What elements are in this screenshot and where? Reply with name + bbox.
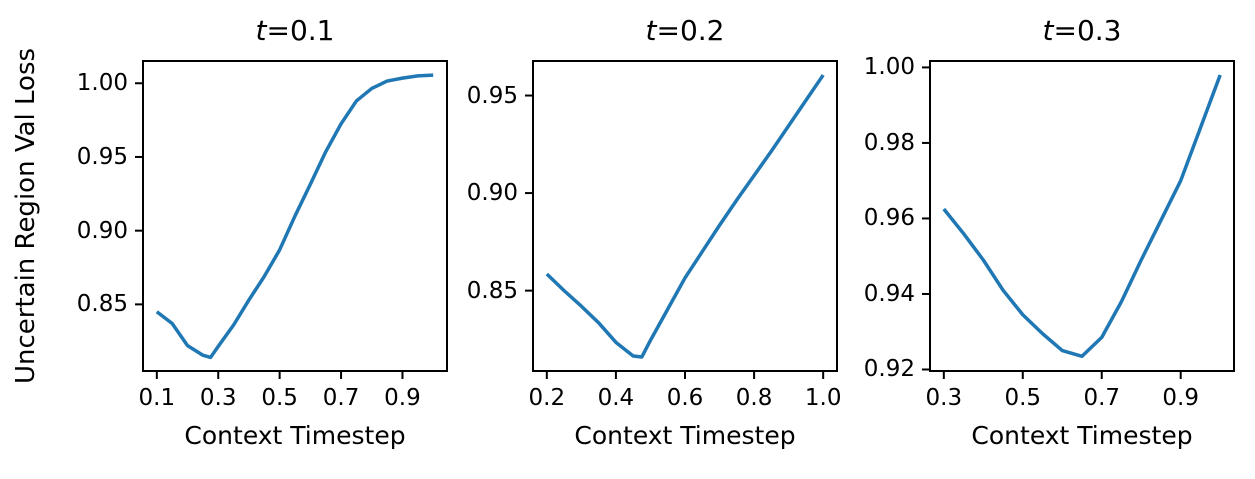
axes-spines [929,60,1235,372]
y-tick-label: 1.00 [863,54,915,81]
x-axis-label: Context Timestep [574,421,796,450]
loss-curve [942,74,1222,359]
subplot-t-0-1: t=0.1 Context Timestep 1.00 0.95 0.90 0.85 0… [77,14,448,450]
x-tick-label: 0.6 [666,385,704,411]
x-tick-label: 0.9 [384,385,421,411]
title-value: =0.2 [656,13,725,47]
y-tick-label: 0.95 [466,82,518,109]
title-value: =0.1 [266,13,335,47]
axes-spines [142,60,448,372]
x-tick-label: 0.5 [1004,385,1042,411]
subplot-title: t=0.3 [930,13,1234,47]
x-axis-label: Context Timestep [184,421,406,450]
y-tick-label: 0.92 [863,356,915,383]
title-variable: t [255,13,267,47]
subplot-title: t=0.1 [143,13,447,47]
title-variable: t [1042,13,1054,47]
y-tick-label: 0.96 [863,205,915,232]
y-tick-label: 0.90 [466,180,518,207]
x-tick-label: 0.9 [1162,385,1199,411]
y-tick-label: 0.98 [863,129,915,156]
x-tick-label: 0.1 [138,385,176,411]
y-tick-label: 0.95 [76,143,128,170]
x-tick-label: 0.3 [199,385,237,411]
loss-curve [155,73,434,360]
x-tick-label: 0.5 [261,385,298,411]
plot-area [135,60,448,379]
loss-curve [545,74,825,359]
y-tick-label: 0.90 [76,217,128,244]
x-tick-label: 0.4 [597,385,635,411]
plot-area [525,60,838,379]
title-variable: t [645,13,657,47]
x-tick-label: 0.8 [735,385,773,411]
y-tick-label: 0.85 [76,291,128,318]
x-tick-label: 0.3 [925,385,963,411]
y-axis-label: Uncertain Region Val Loss [11,47,41,385]
x-tick-label: 1.0 [804,385,842,411]
axes-spines [532,60,838,372]
y-tick-label: 0.85 [466,277,518,304]
plot-area [922,60,1235,379]
y-tick-label: 0.94 [863,280,915,307]
subplot-title: t=0.2 [533,13,837,47]
x-tick-label: 0.7 [1083,385,1121,411]
subplot-t-0-2: t=0.2 Context Timestep 0.95 0.90 0.85 0.2 0.… [467,14,842,450]
x-axis-label: Context Timestep [971,421,1193,450]
x-tick-label: 0.2 [528,385,566,411]
y-tick-label: 1.00 [76,70,128,97]
title-value: =0.3 [1053,13,1122,47]
subplot-t-0-3: t=0.3 Context Timestep 1.00 0.98 0.96 0.94 0… [864,14,1235,450]
x-tick-label: 0.7 [322,385,360,411]
